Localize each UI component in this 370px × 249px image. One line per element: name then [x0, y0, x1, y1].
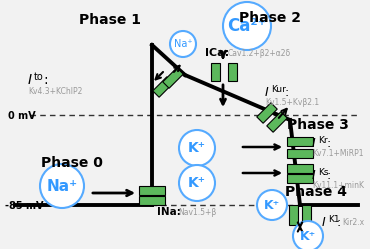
Text: INa:: INa: — [157, 207, 181, 217]
FancyBboxPatch shape — [289, 205, 297, 225]
Text: Phase 4: Phase 4 — [285, 185, 347, 199]
Text: I: I — [312, 169, 316, 182]
Text: I: I — [322, 215, 326, 229]
Text: Kv7.1+MiRP1: Kv7.1+MiRP1 — [312, 148, 363, 158]
Text: to: to — [34, 72, 44, 82]
Circle shape — [170, 31, 196, 57]
Text: 0 mV: 0 mV — [8, 111, 36, 121]
Circle shape — [223, 2, 271, 50]
FancyBboxPatch shape — [302, 205, 310, 225]
FancyBboxPatch shape — [153, 77, 173, 97]
Text: Kir2.x: Kir2.x — [342, 217, 364, 227]
Text: Cav1.2+β2+α2δ: Cav1.2+β2+α2δ — [228, 49, 291, 58]
Text: ICa:: ICa: — [205, 48, 229, 58]
Text: :: : — [326, 169, 330, 182]
Text: -85 mV: -85 mV — [5, 201, 44, 211]
Circle shape — [293, 221, 323, 249]
Text: Phase 3: Phase 3 — [287, 118, 349, 132]
FancyBboxPatch shape — [211, 63, 219, 81]
Text: Kv4.3+KChIP2: Kv4.3+KChIP2 — [28, 86, 83, 96]
Text: I: I — [312, 136, 316, 149]
Text: Ks: Ks — [318, 168, 329, 177]
Text: K⁺: K⁺ — [264, 198, 280, 211]
Text: Ca²⁺: Ca²⁺ — [227, 17, 267, 35]
FancyBboxPatch shape — [163, 68, 183, 88]
FancyBboxPatch shape — [287, 164, 313, 173]
Text: I: I — [265, 85, 269, 99]
Text: Kr: Kr — [318, 135, 327, 144]
FancyBboxPatch shape — [139, 195, 165, 204]
Text: Kur: Kur — [271, 84, 286, 94]
Text: I: I — [28, 73, 32, 87]
Text: Na⁺: Na⁺ — [174, 39, 192, 49]
FancyBboxPatch shape — [139, 186, 165, 194]
Text: :: : — [43, 73, 48, 87]
FancyBboxPatch shape — [287, 136, 313, 145]
Text: :: : — [326, 136, 330, 149]
Text: :: : — [336, 215, 340, 229]
FancyBboxPatch shape — [287, 174, 313, 183]
Text: Nav1.5+β: Nav1.5+β — [178, 207, 216, 216]
Text: K⁺: K⁺ — [300, 230, 316, 243]
Text: Kv11.1+minK: Kv11.1+minK — [312, 181, 364, 189]
Text: K⁺: K⁺ — [188, 141, 206, 155]
Text: K⁺: K⁺ — [188, 176, 206, 190]
Circle shape — [179, 165, 215, 201]
FancyBboxPatch shape — [267, 112, 287, 132]
Circle shape — [40, 164, 84, 208]
FancyBboxPatch shape — [287, 148, 313, 158]
Text: :: : — [284, 85, 288, 99]
Circle shape — [257, 190, 287, 220]
Text: Kv1.5+Kvβ2.1: Kv1.5+Kvβ2.1 — [265, 98, 319, 107]
Text: K1: K1 — [328, 214, 340, 224]
Text: Phase 0: Phase 0 — [41, 156, 103, 170]
Text: Na⁺: Na⁺ — [47, 179, 78, 193]
FancyBboxPatch shape — [257, 103, 277, 123]
Circle shape — [179, 130, 215, 166]
FancyBboxPatch shape — [228, 63, 236, 81]
Text: Phase 2: Phase 2 — [239, 11, 301, 25]
Text: Phase 1: Phase 1 — [79, 13, 141, 27]
